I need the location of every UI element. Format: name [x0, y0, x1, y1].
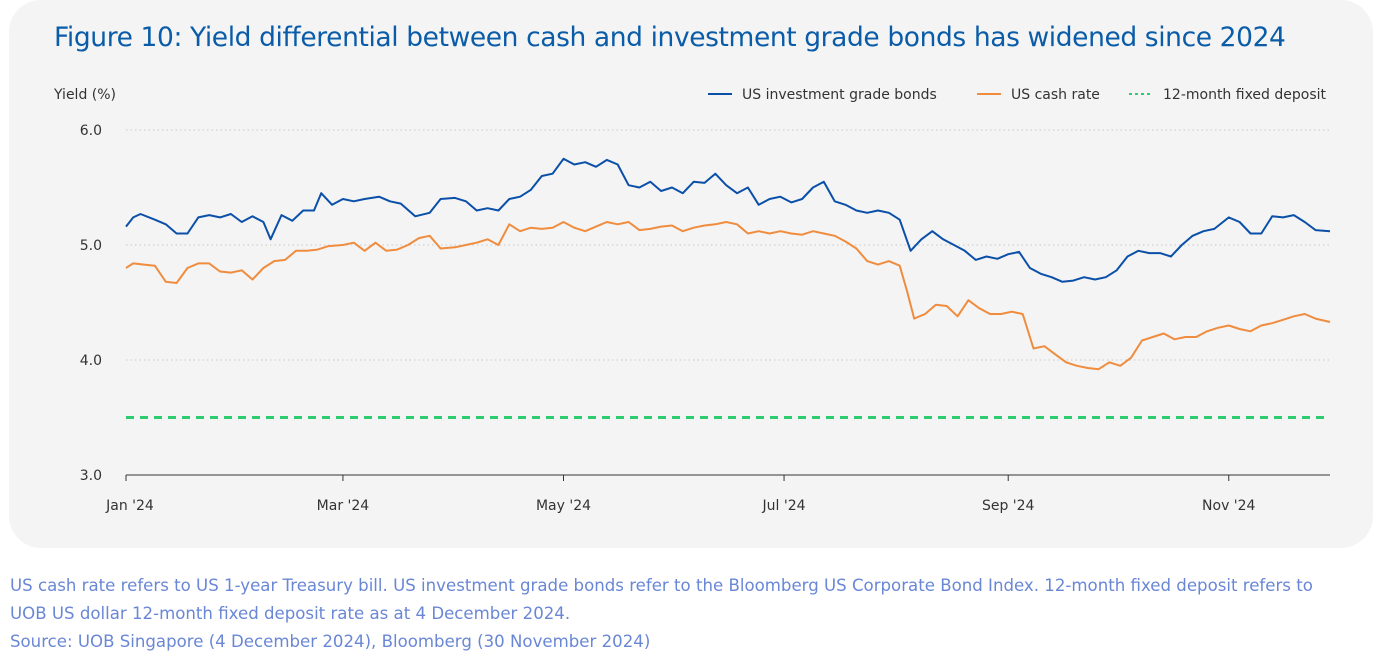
y-tick-label: 5.0	[80, 238, 102, 254]
footnote-line-2: UOB US dollar 12-month fixed deposit rat…	[10, 604, 571, 623]
legend-label: 12-month fixed deposit	[1163, 87, 1327, 103]
footnotes: US cash rate refers to US 1-year Treasur…	[10, 572, 1385, 656]
legend: US investment grade bonds US cash rate 12-…	[708, 87, 1327, 103]
y-tick-label: 4.0	[80, 353, 102, 369]
x-tick-label: Jul '24	[762, 498, 806, 514]
y-tick-label: 3.0	[80, 468, 102, 484]
x-axis: Jan '24 Mar '24 May '24 Jul '24 Sep '24 Nov '…	[105, 474, 1330, 514]
footnote-line-1: US cash rate refers to US 1-year Treasur…	[10, 576, 1313, 595]
y-tick-labels: 3.0 4.0 5.0 6.0	[80, 123, 102, 484]
series-line-cash-rate	[125, 221, 1331, 371]
x-tick-label: Mar '24	[317, 498, 370, 514]
y-tick-label: 6.0	[80, 123, 102, 139]
chart-title: Figure 10: Yield differential between ca…	[54, 22, 1286, 53]
x-tick-label: May '24	[536, 498, 591, 514]
legend-label: US cash rate	[1011, 87, 1100, 103]
source-note: Source: UOB Singapore (4 December 2024),…	[10, 632, 651, 651]
grid-lines	[126, 129, 1330, 361]
line-chart: Yield (%) 3.0 4.0 5.0 6.0 Jan '24 Mar '24 May…	[53, 87, 1331, 514]
x-tick-label: Sep '24	[982, 498, 1035, 514]
legend-label: US investment grade bonds	[742, 87, 937, 103]
series-lines	[125, 157, 1331, 419]
x-tick-label: Nov '24	[1202, 498, 1256, 514]
series-line-ig-bonds	[125, 157, 1331, 283]
x-tick-label: Jan '24	[105, 498, 154, 514]
chart-card	[9, 0, 1373, 548]
y-axis-title: Yield (%)	[53, 87, 116, 103]
